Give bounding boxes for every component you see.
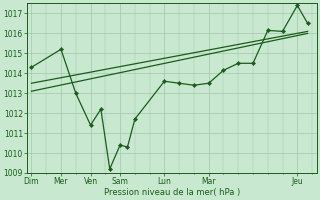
X-axis label: Pression niveau de la mer( hPa ): Pression niveau de la mer( hPa ) [104,188,240,197]
